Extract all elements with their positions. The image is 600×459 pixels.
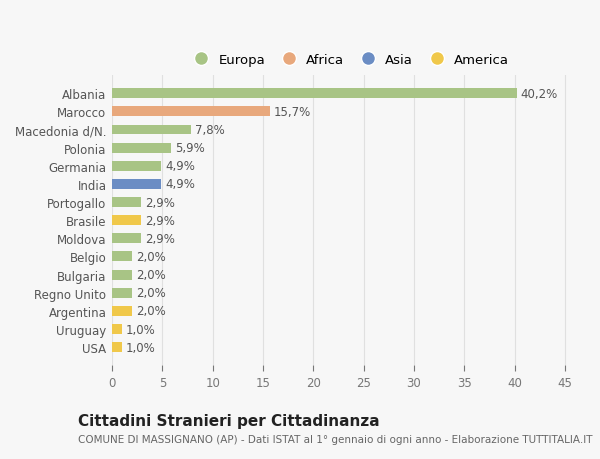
Text: COMUNE DI MASSIGNANO (AP) - Dati ISTAT al 1° gennaio di ogni anno - Elaborazione: COMUNE DI MASSIGNANO (AP) - Dati ISTAT a… bbox=[78, 434, 593, 444]
Bar bbox=[112, 143, 172, 153]
Bar bbox=[112, 162, 161, 171]
Text: 2,0%: 2,0% bbox=[136, 269, 166, 281]
Text: 2,9%: 2,9% bbox=[145, 214, 175, 227]
Text: 1,0%: 1,0% bbox=[126, 323, 156, 336]
Bar bbox=[112, 234, 141, 244]
Bar bbox=[112, 179, 161, 190]
Text: 15,7%: 15,7% bbox=[274, 106, 311, 118]
Bar bbox=[112, 252, 132, 262]
Text: 40,2%: 40,2% bbox=[521, 88, 558, 101]
Bar bbox=[112, 198, 141, 207]
Bar bbox=[112, 325, 122, 334]
Bar bbox=[112, 125, 191, 135]
Text: 2,0%: 2,0% bbox=[136, 305, 166, 318]
Text: 5,9%: 5,9% bbox=[175, 142, 205, 155]
Bar bbox=[112, 270, 132, 280]
Bar bbox=[112, 342, 122, 353]
Bar bbox=[112, 306, 132, 316]
Legend: Europa, Africa, Asia, America: Europa, Africa, Asia, America bbox=[188, 53, 509, 67]
Text: 2,9%: 2,9% bbox=[145, 232, 175, 245]
Bar bbox=[112, 216, 141, 226]
Bar bbox=[112, 288, 132, 298]
Text: 1,0%: 1,0% bbox=[126, 341, 156, 354]
Text: 2,9%: 2,9% bbox=[145, 196, 175, 209]
Text: 7,8%: 7,8% bbox=[194, 124, 224, 137]
Text: 2,0%: 2,0% bbox=[136, 251, 166, 263]
Text: 4,9%: 4,9% bbox=[166, 160, 195, 173]
Bar bbox=[112, 89, 517, 99]
Text: Cittadini Stranieri per Cittadinanza: Cittadini Stranieri per Cittadinanza bbox=[78, 413, 380, 428]
Bar bbox=[112, 107, 270, 117]
Text: 4,9%: 4,9% bbox=[166, 178, 195, 191]
Text: 2,0%: 2,0% bbox=[136, 287, 166, 300]
